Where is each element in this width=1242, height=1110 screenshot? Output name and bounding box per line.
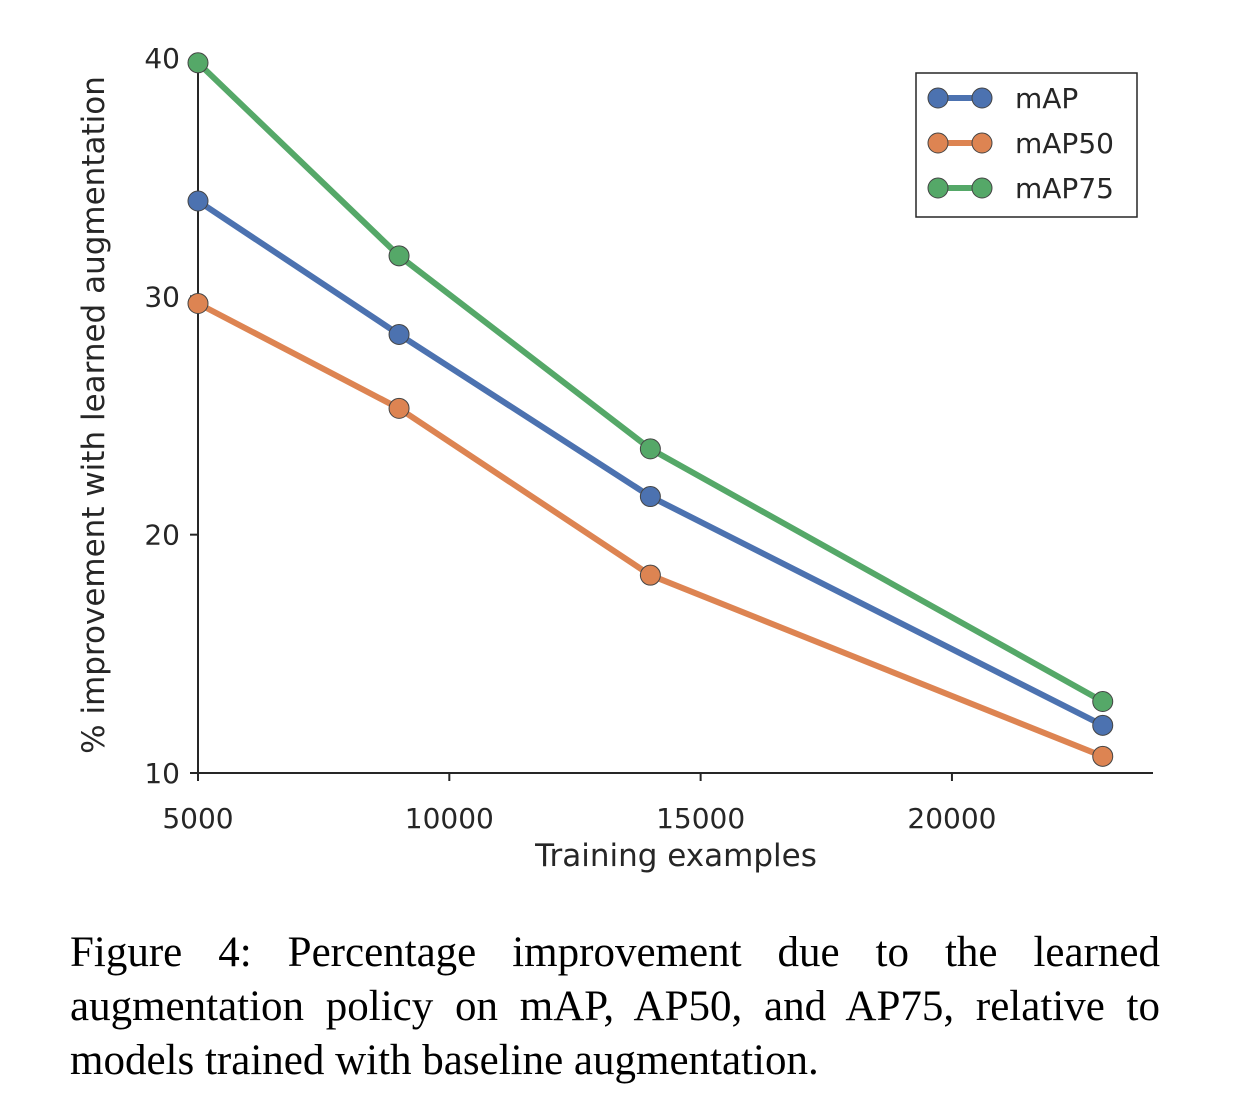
y-tick-label: 20: [144, 519, 180, 552]
y-axis-title: % improvement with learned augmentation: [76, 76, 112, 754]
x-axis-title: Training examples: [534, 838, 817, 874]
data-point-mAP: [639, 486, 661, 508]
data-point-mAP50: [187, 292, 209, 314]
series-line-mAP: [195, 198, 1106, 729]
y-tick-label: 10: [144, 757, 180, 790]
series-layer: [187, 52, 1114, 767]
axes: [197, 58, 1153, 774]
data-point-mAP50: [388, 397, 410, 419]
legend-label-mAP50: mAP50: [1015, 127, 1114, 160]
data-point-mAP75: [1092, 691, 1114, 712]
legend-label-mAP75: mAP75: [1015, 172, 1114, 205]
line-chart: 5000 10000 15000 20000 10 20 30 40 Training ex…: [76, 42, 1153, 874]
data-point-mAP: [187, 190, 209, 212]
legend-marker-mAP: [927, 87, 949, 109]
series-line-mAP75: [195, 59, 1106, 705]
figure-caption: Figure 4: Percentage improvement due to …: [70, 929, 1160, 1084]
data-point-mAP75: [639, 438, 661, 460]
data-point-mAP75: [388, 245, 410, 267]
series-line-mAP50: [195, 300, 1106, 760]
legend-marker-mAP75: [971, 177, 993, 199]
legend-marker-mAP: [971, 87, 993, 109]
y-tick-label: 30: [144, 280, 180, 313]
data-point-mAP50: [1092, 745, 1114, 767]
y-ticks: 10 20 30 40: [144, 42, 198, 790]
data-point-mAP: [1092, 714, 1114, 736]
x-tick-label: 20000: [907, 802, 996, 835]
data-point-mAP: [388, 323, 410, 345]
data-point-mAP50: [639, 564, 661, 586]
legend-label-mAP: mAP: [1015, 82, 1078, 115]
legend-marker-mAP50: [971, 132, 993, 154]
legend-marker-mAP75: [927, 177, 949, 199]
x-tick-label: 5000: [162, 802, 233, 835]
x-ticks: 5000 10000 15000 20000: [162, 773, 996, 835]
x-tick-label: 15000: [656, 802, 745, 835]
legend: mAP mAP50 mAP75: [915, 72, 1138, 218]
x-tick-label: 10000: [405, 802, 494, 835]
data-point-mAP75: [187, 52, 209, 74]
y-tick-label: 40: [144, 42, 180, 75]
legend-marker-mAP50: [927, 132, 949, 154]
